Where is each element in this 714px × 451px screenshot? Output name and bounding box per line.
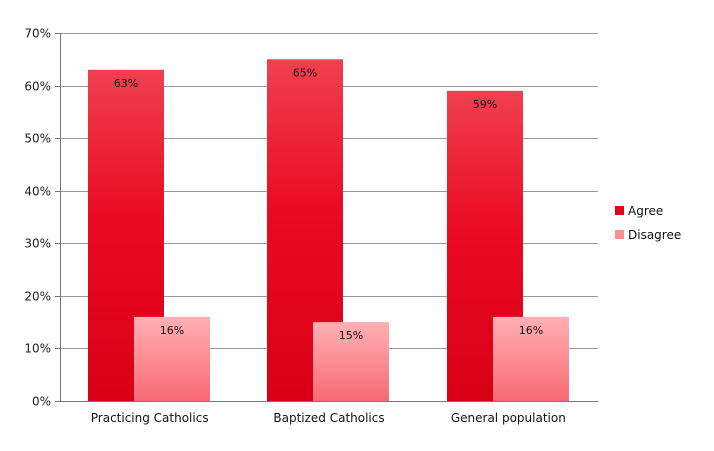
bars <box>88 59 569 402</box>
y-tick-label: 20% <box>24 290 51 304</box>
legend-label: Agree <box>628 204 663 218</box>
y-tick-label: 30% <box>24 237 51 251</box>
y-tick-label: 40% <box>24 185 51 199</box>
y-tick-label: 50% <box>24 132 51 146</box>
data-label: 16% <box>160 324 184 337</box>
data-label: 59% <box>473 98 497 111</box>
bar-disagree <box>313 322 389 401</box>
legend-swatch-disagree <box>615 230 624 239</box>
bar-disagree <box>134 316 210 401</box>
data-label: 16% <box>519 324 543 337</box>
axes: 0% 10% 20% 30% 40% 50% 60% 70% Practicing Cathol… <box>24 27 565 426</box>
x-tick-label: General population <box>451 411 566 425</box>
data-label: 65% <box>293 66 317 79</box>
y-tick-label: 60% <box>24 80 51 94</box>
x-tick-label: Practicing Catholics <box>91 411 209 425</box>
legend-swatch-agree <box>615 206 624 215</box>
x-tick-label: Baptized Catholics <box>273 411 384 425</box>
y-tick-label: 10% <box>24 342 51 356</box>
data-label: 15% <box>339 329 363 342</box>
bar-disagree <box>493 316 569 401</box>
data-label: 63% <box>114 77 138 90</box>
data-labels: 63% 16% 65% 15% 59% 16% <box>114 66 543 342</box>
legend: Agree Disagree <box>615 204 681 242</box>
legend-label: Disagree <box>628 228 681 242</box>
y-tick-label: 70% <box>24 27 51 41</box>
y-tick-label: 0% <box>32 395 51 409</box>
